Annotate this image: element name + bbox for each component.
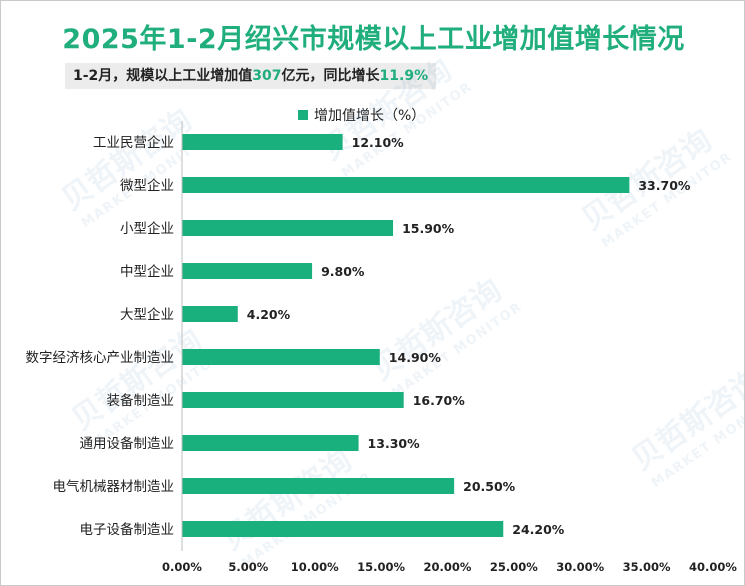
bar [182, 177, 630, 193]
category-label: 小型企业 [120, 220, 174, 237]
bar [182, 435, 359, 451]
bar [182, 521, 504, 537]
x-tick-label: 20.00% [424, 560, 472, 574]
category-label: 装备制造业 [107, 392, 175, 409]
x-tick-label: 25.00% [490, 560, 538, 574]
value-label: 12.10% [352, 135, 405, 150]
category-label: 工业民营企业 [93, 134, 174, 151]
x-tick-label: 30.00% [556, 560, 604, 574]
category-label: 电气机械器材制造业 [53, 479, 175, 495]
bar [182, 392, 404, 408]
bar [182, 349, 380, 365]
value-label: 16.70% [413, 393, 466, 408]
bar [182, 478, 455, 494]
x-tick-label: 5.00% [228, 560, 268, 574]
summary-prefix: 1-2月，规模以上工业增加值 [73, 68, 253, 84]
x-tick-label: 0.00% [162, 560, 202, 574]
legend-label: 增加值增长（%） [314, 108, 426, 124]
category-label: 中型企业 [120, 263, 174, 280]
plot-area: 工业民营企业 12.10% 微型企业 33.70% 小型企业 15.90% 中型企业 9.80… [26, 121, 737, 574]
bar [182, 263, 313, 279]
x-tick-label: 15.00% [357, 560, 405, 574]
category-label: 电子设备制造业 [80, 521, 175, 538]
bar [182, 306, 238, 322]
summary-middle: 亿元，同比增长 [281, 68, 380, 84]
x-tick-label: 10.00% [291, 560, 339, 574]
value-label: 20.50% [463, 479, 516, 494]
value-label: 4.20% [247, 307, 291, 322]
x-tick-label: 40.00% [689, 560, 737, 574]
summary-value: 307 [252, 68, 282, 84]
value-label: 9.80% [321, 264, 365, 279]
category-label: 数字经济核心产业制造业 [26, 350, 175, 366]
chart-legend: 增加值增长（%） [298, 105, 425, 125]
x-tick-label: 35.00% [623, 560, 671, 574]
value-label: 14.90% [389, 350, 442, 365]
bar [182, 134, 343, 150]
bar [182, 220, 394, 236]
category-label: 微型企业 [120, 177, 174, 194]
category-label: 通用设备制造业 [80, 435, 175, 452]
category-label: 大型企业 [120, 306, 174, 323]
value-label: 24.20% [512, 522, 565, 537]
summary-box: 1-2月，规模以上工业增加值307亿元，同比增长11.9% [65, 63, 437, 89]
value-label: 15.90% [402, 221, 455, 236]
value-label: 13.30% [368, 436, 421, 451]
chart-title: 2025年1-2月绍兴市规模以上工业增加值增长情况 [62, 24, 685, 55]
legend-swatch [298, 110, 308, 120]
summary-growth: 11.9% [379, 68, 429, 84]
value-label: 33.70% [638, 178, 691, 193]
